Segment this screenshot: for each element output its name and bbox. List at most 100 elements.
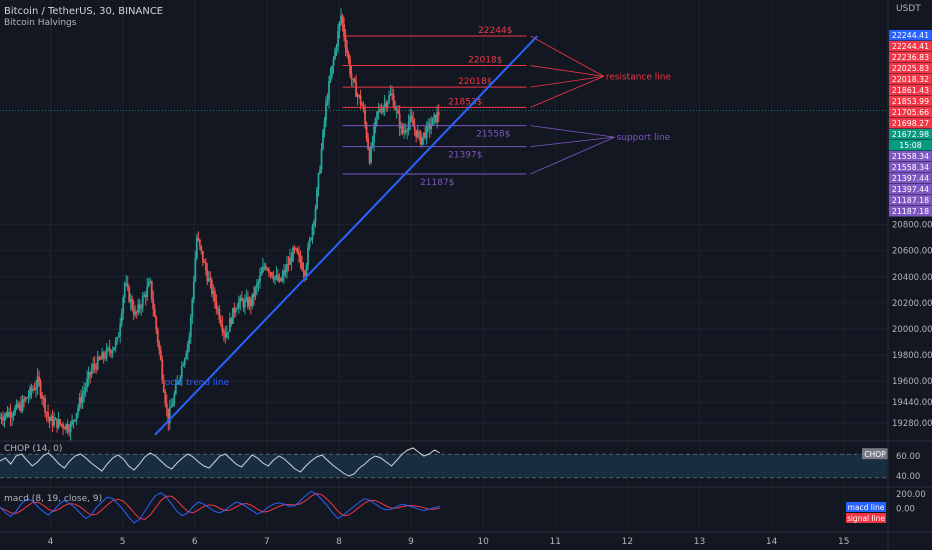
candle-body (204, 262, 207, 271)
price-tag-label: 21558.34 (892, 163, 929, 172)
candle-body (254, 287, 257, 297)
candle-body (143, 294, 146, 297)
macd-legend-box (846, 502, 886, 512)
resistance-level-label: 22018$ (458, 77, 492, 87)
candle-body (323, 120, 326, 131)
candle-body (92, 364, 95, 370)
candle-body (18, 404, 21, 408)
candle-body (51, 416, 54, 426)
candle-body (331, 65, 333, 76)
candle-body (0, 417, 1, 419)
price-tag-label: 22018.32 (892, 75, 929, 84)
macd-legend-text: macd line (848, 503, 885, 512)
candle-body (278, 278, 281, 281)
candle-body (389, 93, 392, 96)
candle-body (107, 347, 110, 349)
candle-body (134, 311, 137, 315)
candle-body (307, 247, 309, 266)
candle-body (42, 398, 45, 400)
candle-body (310, 238, 312, 240)
candle-body (240, 297, 243, 301)
price-tag-label: 21397.44 (892, 174, 929, 183)
candle-body (108, 347, 111, 352)
candle-body (266, 268, 269, 270)
candle-body (334, 50, 336, 59)
candle-body (32, 389, 34, 391)
candle-body (406, 130, 409, 132)
chop-band (0, 454, 887, 478)
resistance-arrow (530, 75, 604, 88)
price-tag-bg (889, 140, 932, 151)
x-tick-label: 10 (477, 537, 489, 547)
candle-body (400, 125, 403, 129)
candle-body (122, 297, 125, 314)
candle-body (234, 309, 237, 313)
candle-body (242, 300, 245, 308)
x-tick-label: 14 (766, 537, 778, 547)
price-tag-label: 22244.41 (892, 31, 929, 40)
candle-body (419, 132, 422, 145)
candle-body (361, 104, 363, 106)
candle-body (362, 105, 365, 111)
candle-body (195, 237, 198, 259)
candlestick-series (0, 8, 440, 441)
candle-body (289, 257, 291, 265)
support-level-label: 21558$ (476, 130, 510, 140)
price-tag-label: 21187.18 (892, 196, 929, 205)
chop-y-tick: 60.00 (896, 452, 920, 462)
candle-body (44, 398, 46, 413)
candle-body (422, 132, 425, 137)
candle-body (99, 358, 102, 360)
candle-body (153, 309, 156, 317)
price-tag-label: 21397.44 (892, 185, 929, 194)
price-tag-label: 21698.27 (892, 119, 929, 128)
candle-body (358, 95, 360, 97)
candle-body (191, 299, 194, 318)
price-tag-label: 22244.41 (892, 42, 929, 51)
y-tick-label: 20600.00 (892, 247, 932, 257)
candle-body (126, 283, 129, 288)
resistance-level-label: 22018$ (468, 56, 502, 66)
candle-body (359, 95, 362, 105)
price-tag-bg (889, 151, 932, 162)
candle-body (74, 419, 77, 421)
candle-body (298, 253, 300, 256)
candle-body (9, 412, 12, 418)
candle-body (47, 412, 49, 418)
candle-body (119, 324, 122, 336)
candle-body (373, 126, 375, 143)
candle-body (177, 380, 180, 382)
candle-body (230, 318, 233, 324)
candle-body (86, 378, 89, 388)
candle-body (418, 131, 421, 133)
candle-body (425, 124, 428, 139)
candle-body (210, 280, 213, 294)
candle-body (6, 412, 9, 417)
price-tag-label: 21853.99 (892, 97, 929, 106)
candle-body (165, 403, 168, 409)
candle-body (36, 376, 39, 387)
candle-body (3, 415, 6, 421)
candle-body (128, 287, 131, 302)
candle-body (281, 275, 284, 281)
candle-body (183, 358, 186, 366)
candle-body (80, 397, 83, 403)
candle-body (102, 352, 105, 358)
price-tag-label: 21705.66 (892, 108, 929, 117)
candle-body (403, 130, 406, 134)
candle-body (382, 107, 385, 113)
candle-body (135, 311, 138, 313)
candle-body (137, 304, 140, 313)
candle-body (113, 347, 116, 350)
candle-body (416, 131, 419, 138)
candle-body (59, 419, 61, 424)
candle-body (349, 59, 351, 74)
chop-pane: 60.00 40.00 CHOP (0, 440, 932, 482)
candle-body (274, 276, 276, 280)
candle-body (152, 299, 155, 310)
candle-body (374, 118, 377, 127)
price-tag-bg (889, 162, 932, 173)
candle-body (66, 424, 69, 431)
